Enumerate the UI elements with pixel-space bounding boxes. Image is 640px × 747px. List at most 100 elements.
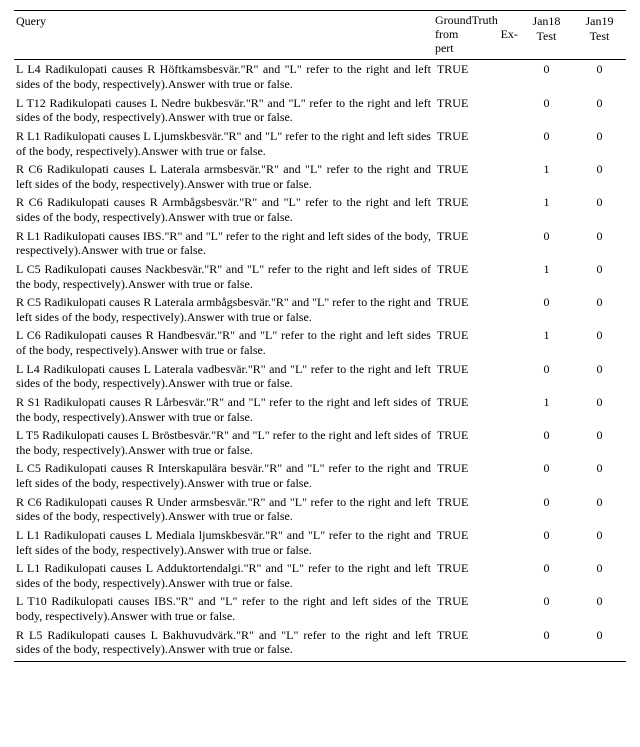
jan19-cell: 0 <box>573 459 626 492</box>
col-header-jan18: Jan18 Test <box>520 11 573 60</box>
groundtruth-cell: TRUE <box>433 293 520 326</box>
table-row: R C6 Radikulopati causes L Laterala arms… <box>14 160 626 193</box>
table-row: R S1 Radikulopati causes R Lårbesvär."R"… <box>14 393 626 426</box>
groundtruth-cell: TRUE <box>433 526 520 559</box>
table-row: R C5 Radikulopati causes R Laterala armb… <box>14 293 626 326</box>
jan19-cell: 0 <box>573 260 626 293</box>
groundtruth-cell: TRUE <box>433 127 520 160</box>
jan19-cell: 0 <box>573 60 626 94</box>
jan18-cell: 0 <box>520 60 573 94</box>
query-cell: R C6 Radikulopati causes L Laterala arms… <box>14 160 433 193</box>
query-cell: L L1 Radikulopati causes L Mediala ljums… <box>14 526 433 559</box>
jan18-cell: 1 <box>520 326 573 359</box>
groundtruth-cell: TRUE <box>433 193 520 226</box>
jan19-cell: 0 <box>573 193 626 226</box>
jan18-cell: 0 <box>520 493 573 526</box>
header-row: Query GroundTruth from Ex- pert Jan18 Te… <box>14 11 626 60</box>
jan18-cell: 0 <box>520 559 573 592</box>
jan18-cell: 1 <box>520 193 573 226</box>
table-row: L T12 Radikulopati causes L Nedre bukbes… <box>14 94 626 127</box>
query-cell: R L1 Radikulopati causes IBS."R" and "L"… <box>14 227 433 260</box>
jan18-cell: 0 <box>520 360 573 393</box>
groundtruth-cell: TRUE <box>433 94 520 127</box>
table-row: R L1 Radikulopati causes L Ljumskbesvär.… <box>14 127 626 160</box>
jan18-cell: 0 <box>520 293 573 326</box>
groundtruth-cell: TRUE <box>433 326 520 359</box>
jan19-cell: 0 <box>573 227 626 260</box>
query-cell: R C5 Radikulopati causes R Laterala armb… <box>14 293 433 326</box>
query-cell: L C5 Radikulopati causes Nackbesvär."R" … <box>14 260 433 293</box>
groundtruth-cell: TRUE <box>433 160 520 193</box>
query-cell: L T5 Radikulopati causes L Bröstbesvär."… <box>14 426 433 459</box>
table-row: L C6 Radikulopati causes R Handbesvär."R… <box>14 326 626 359</box>
groundtruth-cell: TRUE <box>433 360 520 393</box>
query-cell: R C6 Radikulopati causes R Armbågsbesvär… <box>14 193 433 226</box>
query-cell: L C5 Radikulopati causes R Interskapulär… <box>14 459 433 492</box>
groundtruth-cell: TRUE <box>433 493 520 526</box>
jan19-cell: 0 <box>573 426 626 459</box>
table-row: L L4 Radikulopati causes L Laterala vadb… <box>14 360 626 393</box>
groundtruth-cell: TRUE <box>433 459 520 492</box>
jan19-cell: 0 <box>573 526 626 559</box>
gt-line2b: Ex- <box>501 28 518 42</box>
jan19-cell: 0 <box>573 293 626 326</box>
table-row: L T5 Radikulopati causes L Bröstbesvär."… <box>14 426 626 459</box>
jan18-cell: 0 <box>520 94 573 127</box>
table-row: L C5 Radikulopati causes Nackbesvär."R" … <box>14 260 626 293</box>
jan19-cell: 0 <box>573 160 626 193</box>
table-row: L L1 Radikulopati causes L Mediala ljums… <box>14 526 626 559</box>
table-row: L L4 Radikulopati causes R Höftkamsbesvä… <box>14 60 626 94</box>
table-row: R L1 Radikulopati causes IBS."R" and "L"… <box>14 227 626 260</box>
jan18-cell: 0 <box>520 227 573 260</box>
groundtruth-cell: TRUE <box>433 559 520 592</box>
query-cell: L C6 Radikulopati causes R Handbesvär."R… <box>14 326 433 359</box>
gt-line3: pert <box>435 41 454 55</box>
table-row: L L1 Radikulopati causes L Adduktortenda… <box>14 559 626 592</box>
gt-line1: GroundTruth <box>435 13 498 27</box>
query-cell: R L1 Radikulopati causes L Ljumskbesvär.… <box>14 127 433 160</box>
jan18-cell: 1 <box>520 393 573 426</box>
jan19-cell: 0 <box>573 127 626 160</box>
col-header-jan19: Jan19 Test <box>573 11 626 60</box>
jan18-cell: 0 <box>520 426 573 459</box>
query-cell: L T12 Radikulopati causes L Nedre bukbes… <box>14 94 433 127</box>
col-header-groundtruth: GroundTruth from Ex- pert <box>433 11 520 60</box>
groundtruth-cell: TRUE <box>433 626 520 662</box>
jan19-cell: 0 <box>573 360 626 393</box>
col-header-query: Query <box>14 11 433 60</box>
groundtruth-cell: TRUE <box>433 60 520 94</box>
jan18-cell: 0 <box>520 626 573 662</box>
jan19-cell: 0 <box>573 559 626 592</box>
jan19-cell: 0 <box>573 326 626 359</box>
jan19-cell: 0 <box>573 493 626 526</box>
groundtruth-cell: TRUE <box>433 227 520 260</box>
jan18-cell: 1 <box>520 160 573 193</box>
groundtruth-cell: TRUE <box>433 426 520 459</box>
jan18-cell: 0 <box>520 459 573 492</box>
jan18-cell: 0 <box>520 526 573 559</box>
table-body: L L4 Radikulopati causes R Höftkamsbesvä… <box>14 60 626 662</box>
table-row: R C6 Radikulopati causes R Under armsbes… <box>14 493 626 526</box>
jan19-cell: 0 <box>573 393 626 426</box>
table-row: L T10 Radikulopati causes IBS."R" and "L… <box>14 592 626 625</box>
groundtruth-cell: TRUE <box>433 260 520 293</box>
table-row: R L5 Radikulopati causes L Bakhuvudvärk.… <box>14 626 626 662</box>
query-cell: L L4 Radikulopati causes R Höftkamsbesvä… <box>14 60 433 94</box>
query-cell: L L4 Radikulopati causes L Laterala vadb… <box>14 360 433 393</box>
table-row: L C5 Radikulopati causes R Interskapulär… <box>14 459 626 492</box>
results-table: Query GroundTruth from Ex- pert Jan18 Te… <box>14 10 626 662</box>
jan19-cell: 0 <box>573 592 626 625</box>
query-cell: R C6 Radikulopati causes R Under armsbes… <box>14 493 433 526</box>
query-cell: R S1 Radikulopati causes R Lårbesvär."R"… <box>14 393 433 426</box>
query-cell: L L1 Radikulopati causes L Adduktortenda… <box>14 559 433 592</box>
gt-line2a: from <box>435 28 458 42</box>
jan18-cell: 0 <box>520 592 573 625</box>
query-cell: L T10 Radikulopati causes IBS."R" and "L… <box>14 592 433 625</box>
table-row: R C6 Radikulopati causes R Armbågsbesvär… <box>14 193 626 226</box>
jan18-cell: 1 <box>520 260 573 293</box>
query-cell: R L5 Radikulopati causes L Bakhuvudvärk.… <box>14 626 433 662</box>
groundtruth-cell: TRUE <box>433 592 520 625</box>
jan19-cell: 0 <box>573 626 626 662</box>
jan19-cell: 0 <box>573 94 626 127</box>
jan18-cell: 0 <box>520 127 573 160</box>
